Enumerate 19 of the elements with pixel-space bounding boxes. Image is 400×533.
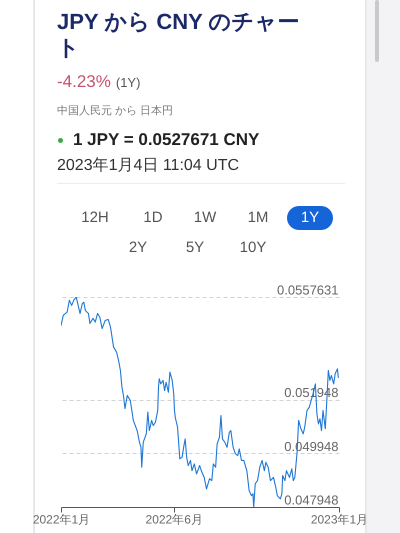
text: 2Y	[128, 238, 148, 258]
text: (1Y)	[116, 75, 140, 90]
text: 2023年1月4日 11:04 UTC	[57, 156, 240, 176]
text: 中国人民元 から 日本円	[57, 104, 174, 118]
x-tick-label: 2022年1月	[32, 512, 90, 526]
text: 1D	[142, 208, 164, 228]
x-tick-label: 2022年6月	[146, 512, 203, 526]
text: 1W	[192, 208, 218, 228]
text: 10Y	[238, 238, 268, 258]
text: 5Y	[184, 238, 206, 258]
text: 1 JPY = 0.0527671 CNY	[73, 130, 260, 150]
chart-title: JPY から CNY のチャート	[57, 9, 301, 61]
text: 1M	[246, 208, 270, 228]
y-tick-label: 0.047948	[284, 492, 338, 508]
selected-period-button: 1Y	[287, 206, 333, 230]
y-tick-label: 0.0557631	[277, 282, 338, 298]
text: 12H	[80, 208, 110, 228]
text: -4.23%	[57, 72, 111, 91]
x-tick-label: 2023年1月	[310, 512, 368, 526]
